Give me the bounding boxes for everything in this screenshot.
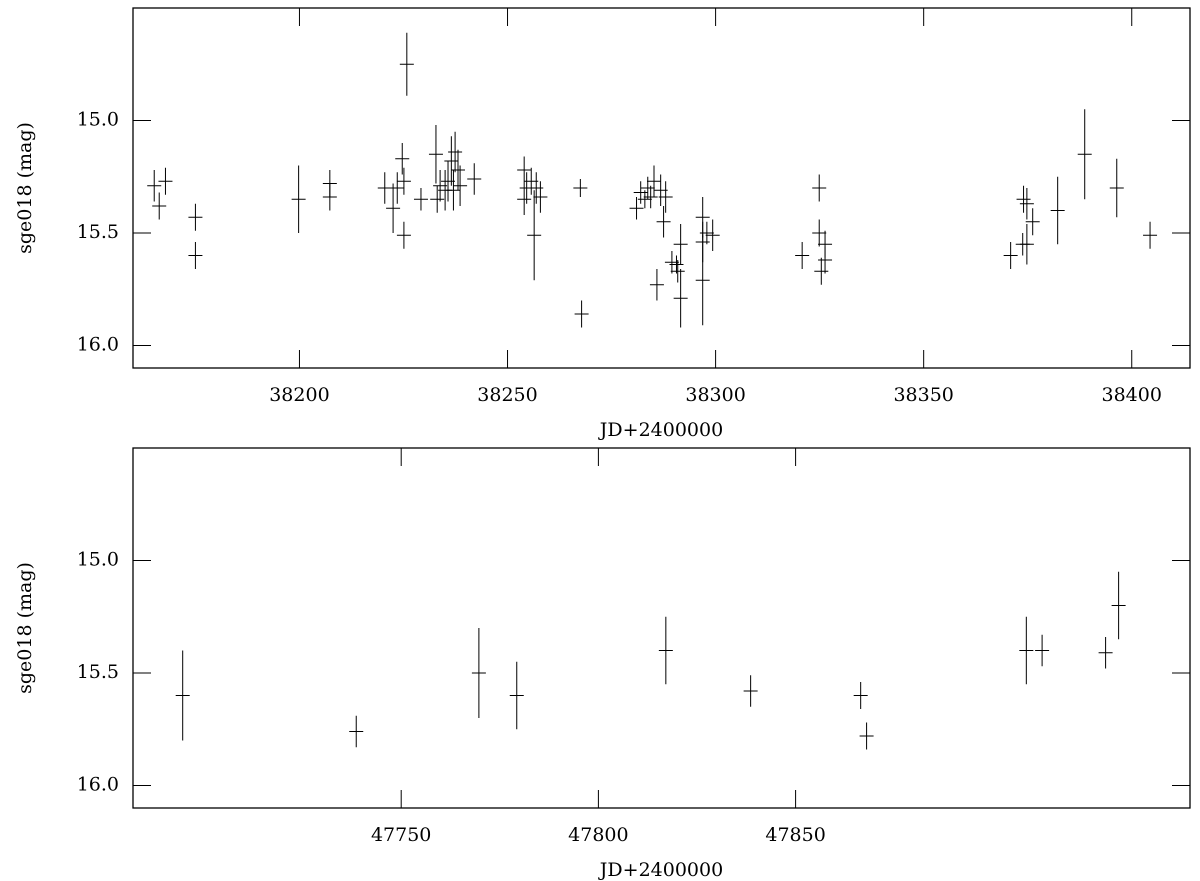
y-tick-label: 15.5 bbox=[77, 661, 119, 683]
y-axis-label: sge018 (mag) bbox=[14, 562, 36, 694]
y-tick-label: 16.0 bbox=[77, 774, 119, 796]
y-tick-label: 16.0 bbox=[77, 334, 119, 356]
y-axis-label: sge018 (mag) bbox=[14, 122, 36, 254]
x-tick-label: 38350 bbox=[893, 384, 953, 406]
x-tick-label: 38250 bbox=[477, 384, 537, 406]
x-tick-label: 38200 bbox=[269, 384, 329, 406]
x-tick-label: 38300 bbox=[685, 384, 745, 406]
y-tick-label: 15.0 bbox=[77, 549, 119, 571]
x-tick-label: 47800 bbox=[568, 824, 628, 846]
x-tick-label: 38400 bbox=[1102, 384, 1162, 406]
x-axis-label: JD+2400000 bbox=[598, 859, 723, 881]
y-tick-label: 15.0 bbox=[77, 109, 119, 131]
plot-frame bbox=[132, 447, 1191, 809]
x-tick-label: 47850 bbox=[765, 824, 825, 846]
x-tick-label: 47750 bbox=[371, 824, 431, 846]
plot-frame bbox=[132, 7, 1191, 369]
y-tick-label: 15.5 bbox=[77, 221, 119, 243]
x-axis-label: JD+2400000 bbox=[598, 419, 723, 441]
